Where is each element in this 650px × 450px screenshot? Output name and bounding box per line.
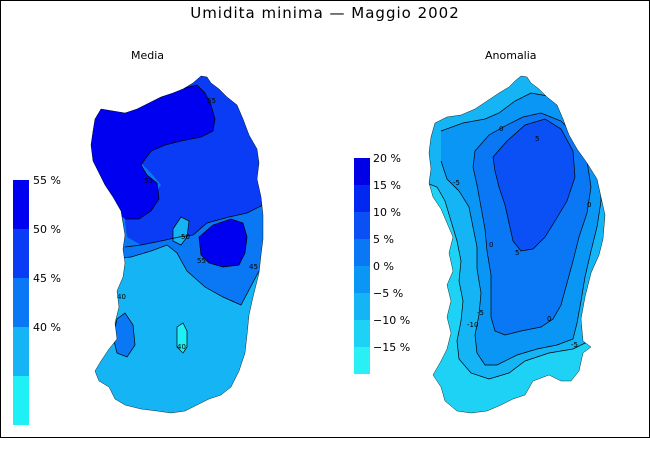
contour-label: 40	[117, 293, 126, 301]
legend-label: 15 %	[373, 179, 401, 192]
zone-10-5	[493, 119, 575, 251]
contour-label: 0	[547, 315, 551, 323]
anomalia-contour-labels: 0 5 -5 0 0 5 -5 0 -10 -5	[453, 125, 591, 349]
legend-swatch	[354, 266, 370, 293]
legend-label: 40 %	[33, 321, 61, 334]
legend-swatch	[13, 278, 29, 327]
contour-label: 0	[587, 201, 591, 209]
legend-label: 50 %	[33, 223, 61, 236]
contour-label: 55	[197, 257, 206, 265]
contour-label: -10	[467, 321, 478, 329]
zone-south-35	[177, 323, 187, 353]
contour-label: 0	[489, 241, 493, 249]
zone-sw-45	[113, 313, 135, 357]
anomalia-map: 0 5 -5 0 0 5 -5 0 -10 -5	[428, 75, 606, 414]
contour-label: 55	[207, 97, 216, 105]
zone-center-40-pocket	[173, 217, 189, 245]
contour-label: -5	[477, 309, 484, 317]
media-map: 55 55 50 55 45 40 40	[90, 75, 264, 414]
legend-swatch	[13, 327, 29, 376]
legend-label: −10 %	[373, 314, 410, 327]
media-contour-labels: 55 55 50 55 45 40 40	[117, 97, 258, 351]
legend-swatch	[354, 212, 370, 239]
legend-swatch	[354, 347, 370, 374]
legend-label: −15 %	[373, 341, 410, 354]
contour-label: -5	[453, 179, 460, 187]
media-legend: 55 % 50 % 45 % 40 %	[13, 174, 61, 425]
legend-label: 45 %	[33, 272, 61, 285]
legend-swatch	[354, 185, 370, 212]
zone-center-55	[199, 219, 247, 267]
anomalia-contours	[429, 92, 605, 380]
contour-label: 40	[177, 343, 186, 351]
contour-label: 0	[499, 125, 503, 133]
media-contours	[100, 84, 263, 358]
zone-north-55	[91, 85, 215, 219]
contour-label: 55	[144, 177, 153, 185]
legend-label: 20 %	[373, 152, 401, 165]
legend-label: 10 %	[373, 206, 401, 219]
contour-label: 50	[181, 233, 190, 241]
legend-swatch	[13, 229, 29, 278]
contour-label: 5	[535, 135, 539, 143]
legend-swatch	[13, 376, 29, 425]
legend-swatch	[354, 239, 370, 266]
legend-swatch	[13, 180, 29, 229]
legend-swatch	[354, 158, 370, 185]
figure-title: Umidita minima — Maggio 2002	[190, 4, 460, 22]
maps-canvas: 55 55 50 55 45 40 40	[13, 75, 606, 425]
legend-label: 0 %	[373, 260, 394, 273]
contour-label: 5	[515, 249, 519, 257]
legend-label: 55 %	[33, 174, 61, 187]
anomalia-panel-title: Anomalia	[485, 49, 537, 62]
legend-label: −5 %	[373, 287, 403, 300]
legend-label: 5 %	[373, 233, 394, 246]
anomalia-legend: 20 % 15 % 10 % 5 % 0 % −5 % −10 % −15 %	[354, 152, 410, 374]
contour-label: 45	[249, 263, 258, 271]
media-panel-title: Media	[131, 49, 165, 62]
figure-frame: Umidita minima — Maggio 2002 Media Anoma…	[0, 0, 650, 438]
legend-swatch	[354, 320, 370, 347]
legend-swatch	[354, 293, 370, 320]
contour-label: -5	[571, 341, 578, 349]
